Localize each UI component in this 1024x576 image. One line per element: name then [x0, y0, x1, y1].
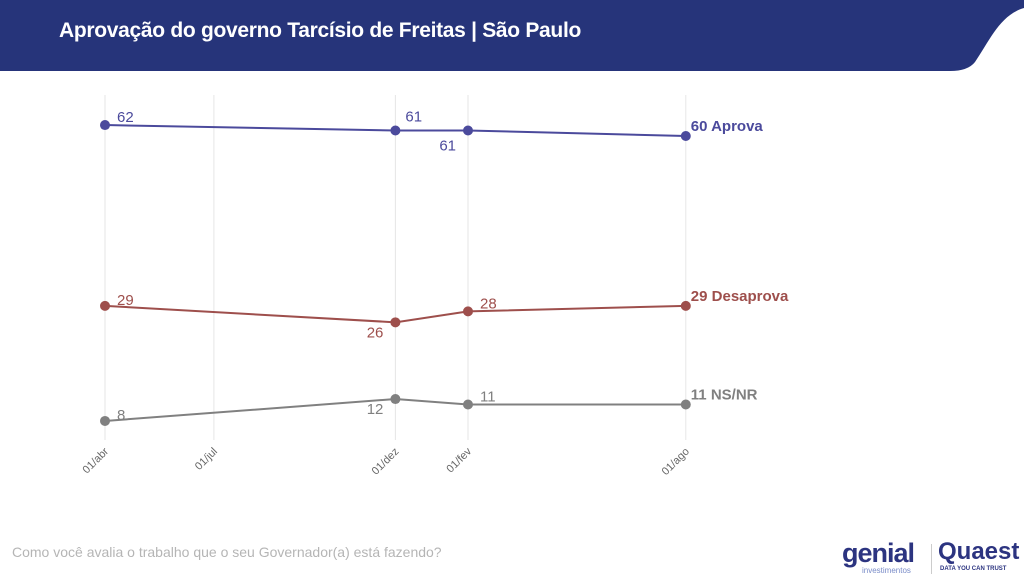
series-end-label: 60 Aprova [691, 118, 764, 135]
genial-logo: genial [842, 538, 915, 568]
series-end-label: 11 NS/NR [691, 387, 758, 404]
series-end-label: 29 Desaprova [691, 288, 789, 305]
data-point [463, 306, 473, 317]
data-label: 29 [117, 292, 134, 309]
logo-divider [931, 544, 932, 574]
data-point [390, 317, 401, 328]
data-point [680, 300, 691, 311]
data-label: 11 [480, 389, 496, 406]
data-label: 12 [367, 401, 384, 418]
quaest-logo-sub: DATA YOU CAN TRUST [940, 566, 1007, 572]
data-label: 61 [439, 138, 456, 155]
header-banner [0, 0, 1024, 71]
survey-question: Como você avalia o trabalho que o seu Go… [12, 544, 442, 560]
x-tick-label: 01/jul [193, 446, 220, 473]
data-point [100, 120, 110, 131]
data-label: 28 [480, 295, 497, 312]
data-point [680, 399, 691, 410]
series-line-nsnr [104, 398, 686, 422]
series-line-aprova [104, 124, 686, 137]
x-tick-label: 01/abr [81, 445, 112, 476]
series-line-desaprova [104, 304, 686, 324]
data-point [463, 125, 473, 136]
x-tick-label: 01/fev [444, 445, 474, 475]
data-point [100, 415, 110, 426]
x-tick-label: 01/ago [660, 446, 692, 478]
data-point [390, 394, 401, 405]
page-title: Aprovação do governo Tarcísio de Freitas… [59, 19, 582, 42]
x-tick-label: 01/dez [370, 446, 402, 478]
data-label: 26 [367, 324, 384, 341]
data-point [100, 300, 110, 311]
data-label: 8 [117, 407, 125, 424]
genial-logo-sub: investimentos [862, 566, 911, 575]
data-point [390, 125, 401, 136]
quaest-logo: Quaest [938, 538, 1020, 565]
data-point [463, 399, 473, 410]
data-point [680, 131, 691, 141]
data-label: 61 [405, 109, 422, 126]
data-label: 62 [117, 109, 134, 126]
